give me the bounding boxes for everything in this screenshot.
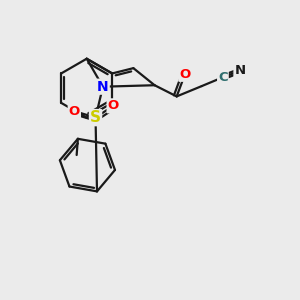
Text: S: S [90,110,101,125]
Text: N: N [97,80,109,94]
Text: C: C [218,71,228,84]
Text: O: O [108,99,119,112]
Text: O: O [179,68,191,81]
Text: N: N [234,64,245,77]
Text: O: O [69,105,80,118]
